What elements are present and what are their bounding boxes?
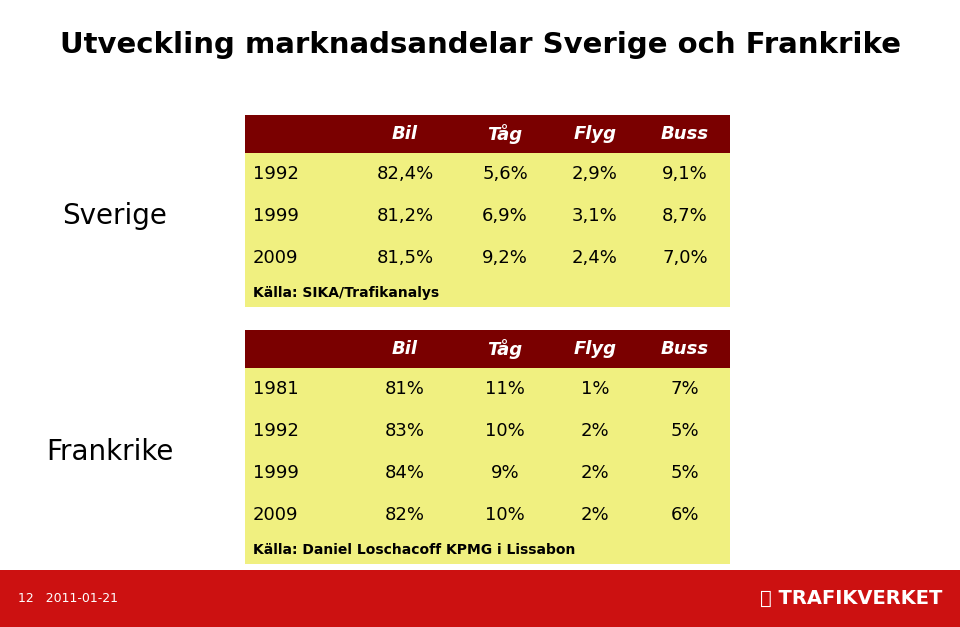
- Bar: [640, 368, 730, 410]
- Text: 82,4%: 82,4%: [376, 165, 434, 183]
- Bar: [640, 153, 730, 195]
- Text: 84%: 84%: [385, 464, 425, 482]
- Bar: [550, 330, 640, 368]
- Text: 2%: 2%: [581, 506, 610, 524]
- Bar: [460, 410, 550, 452]
- Text: 1992: 1992: [253, 422, 299, 440]
- Text: Bil: Bil: [392, 340, 418, 358]
- Text: 12   2011-01-21: 12 2011-01-21: [18, 592, 118, 605]
- Text: 3,1%: 3,1%: [572, 207, 618, 225]
- Bar: [245, 237, 350, 279]
- Text: 1999: 1999: [253, 464, 299, 482]
- Bar: [245, 279, 730, 307]
- Text: 7,0%: 7,0%: [662, 249, 708, 267]
- Text: Tåg: Tåg: [488, 339, 522, 359]
- Bar: [245, 195, 350, 237]
- Bar: [350, 330, 460, 368]
- Bar: [350, 494, 460, 536]
- Bar: [350, 153, 460, 195]
- Bar: [350, 410, 460, 452]
- Bar: [245, 452, 350, 494]
- Bar: [640, 494, 730, 536]
- Bar: [350, 115, 460, 153]
- Text: 10%: 10%: [485, 506, 525, 524]
- Bar: [640, 115, 730, 153]
- Text: 1992: 1992: [253, 165, 299, 183]
- Text: Frankrike: Frankrike: [46, 438, 174, 466]
- Text: 9,2%: 9,2%: [482, 249, 528, 267]
- Text: 2,4%: 2,4%: [572, 249, 618, 267]
- Bar: [640, 452, 730, 494]
- Text: 81%: 81%: [385, 380, 425, 398]
- Bar: [640, 195, 730, 237]
- Bar: [460, 153, 550, 195]
- Bar: [245, 494, 350, 536]
- Bar: [550, 237, 640, 279]
- Text: 6%: 6%: [671, 506, 699, 524]
- Bar: [460, 452, 550, 494]
- Text: 83%: 83%: [385, 422, 425, 440]
- Bar: [245, 410, 350, 452]
- Bar: [460, 195, 550, 237]
- Bar: [350, 237, 460, 279]
- Text: Tåg: Tåg: [488, 124, 522, 144]
- Text: 11%: 11%: [485, 380, 525, 398]
- Text: Buss: Buss: [660, 125, 709, 143]
- Text: 5,6%: 5,6%: [482, 165, 528, 183]
- Text: 8,7%: 8,7%: [662, 207, 708, 225]
- Text: Bil: Bil: [392, 125, 418, 143]
- Text: Källa: SIKA/Trafikanalys: Källa: SIKA/Trafikanalys: [253, 286, 439, 300]
- Bar: [550, 494, 640, 536]
- Bar: [245, 115, 350, 153]
- Bar: [350, 452, 460, 494]
- Text: 1999: 1999: [253, 207, 299, 225]
- Bar: [350, 368, 460, 410]
- Bar: [640, 410, 730, 452]
- Text: 82%: 82%: [385, 506, 425, 524]
- Bar: [460, 330, 550, 368]
- Text: Flyg: Flyg: [573, 125, 616, 143]
- Bar: [550, 153, 640, 195]
- Text: Buss: Buss: [660, 340, 709, 358]
- Bar: [350, 195, 460, 237]
- Bar: [550, 368, 640, 410]
- Text: 7%: 7%: [671, 380, 699, 398]
- Text: 2%: 2%: [581, 422, 610, 440]
- Text: Sverige: Sverige: [62, 202, 167, 230]
- Text: 1981: 1981: [253, 380, 299, 398]
- Text: 6,9%: 6,9%: [482, 207, 528, 225]
- Text: 1%: 1%: [581, 380, 610, 398]
- Text: Ⓣ TRAFIKVERKET: Ⓣ TRAFIKVERKET: [759, 589, 942, 608]
- Bar: [460, 237, 550, 279]
- Text: 81,5%: 81,5%: [376, 249, 434, 267]
- Bar: [460, 115, 550, 153]
- Text: 5%: 5%: [671, 422, 699, 440]
- Text: 81,2%: 81,2%: [376, 207, 434, 225]
- Text: Utveckling marknadsandelar Sverige och Frankrike: Utveckling marknadsandelar Sverige och F…: [60, 31, 900, 59]
- Text: 5%: 5%: [671, 464, 699, 482]
- Bar: [550, 410, 640, 452]
- Bar: [550, 195, 640, 237]
- Text: 9,1%: 9,1%: [662, 165, 708, 183]
- Text: 10%: 10%: [485, 422, 525, 440]
- Text: 2,9%: 2,9%: [572, 165, 618, 183]
- Bar: [550, 115, 640, 153]
- Bar: [245, 536, 730, 564]
- Bar: [245, 368, 350, 410]
- Bar: [245, 153, 350, 195]
- Text: Flyg: Flyg: [573, 340, 616, 358]
- Bar: [640, 237, 730, 279]
- Bar: [460, 368, 550, 410]
- Text: 9%: 9%: [491, 464, 519, 482]
- Bar: [460, 494, 550, 536]
- Bar: [550, 452, 640, 494]
- Bar: [640, 330, 730, 368]
- Text: 2009: 2009: [253, 506, 299, 524]
- Bar: [245, 330, 350, 368]
- Text: 2%: 2%: [581, 464, 610, 482]
- Text: Källa: Daniel Loschacoff KPMG i Lissabon: Källa: Daniel Loschacoff KPMG i Lissabon: [253, 543, 575, 557]
- Text: 2009: 2009: [253, 249, 299, 267]
- Bar: [0, 570, 960, 627]
